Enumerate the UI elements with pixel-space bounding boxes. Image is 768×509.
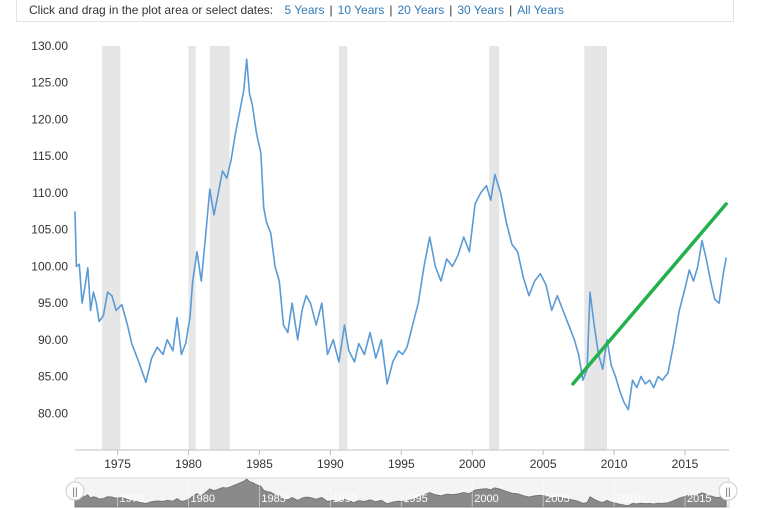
y-tick-label: 110.00 (32, 186, 68, 200)
range-prompt: Click and drag in the plot area or selec… (29, 3, 274, 17)
handle-knob[interactable] (65, 481, 85, 501)
navigator-right-handle[interactable]: || (718, 481, 738, 501)
y-tick-label: 100.00 (31, 259, 68, 273)
recession-band (188, 46, 196, 450)
y-tick-label: 95.00 (38, 296, 68, 310)
navigator-tick-label: 1990 (332, 493, 356, 505)
range-separator: | (449, 3, 453, 17)
y-tick-label: 115.00 (32, 149, 68, 163)
navigator-left-handle[interactable]: || (65, 481, 85, 501)
x-tick-label: 1985 (246, 457, 273, 471)
y-tick-label: 125.00 (31, 76, 68, 90)
recession-band (489, 46, 500, 450)
navigator-tick-label: 1975 (120, 493, 144, 505)
x-tick-label: 2015 (672, 457, 699, 471)
y-tick-label: 130.00 (31, 39, 68, 53)
trendline-layer (571, 202, 728, 386)
recession-bands (101, 46, 607, 450)
series-layer[interactable] (74, 58, 727, 411)
range-10-years-link[interactable]: 10 Years (337, 3, 385, 17)
x-axis: 1975 1980 1985 1990 1995 2000 2005 2010 2015 (75, 449, 729, 471)
navigator-tick-label: 2005 (545, 493, 569, 505)
recession-band (338, 46, 348, 450)
range-separator: | (389, 3, 393, 17)
x-tick-label: 1995 (388, 457, 415, 471)
navigator[interactable]: 1975 1980 1985 1990 1995 2000 2005 2010 2015 || || (65, 477, 738, 508)
range-selector-bar: Click and drag in the plot area or selec… (16, 0, 734, 22)
navigator-tick-label: 2010 (616, 493, 640, 505)
y-axis: 130.00 125.00 120.00 115.00 110.00 105.00 100.… (31, 39, 68, 420)
navigator-tick-label: 1985 (261, 493, 285, 505)
x-tick-label: 1980 (175, 457, 202, 471)
x-tick-label: 2010 (601, 457, 628, 471)
navigator-tick-label: 2000 (474, 493, 498, 505)
y-tick-label: 80.00 (38, 406, 68, 420)
range-separator: | (509, 3, 513, 17)
grip-icon: || (725, 487, 730, 498)
x-tick-label: 1990 (317, 457, 344, 471)
range-separator: | (329, 3, 333, 17)
y-tick-label: 90.00 (38, 333, 68, 347)
navigator-tick-label: 2015 (687, 493, 711, 505)
navigator-area (74, 478, 727, 508)
recession-band (584, 46, 607, 450)
y-tick-label: 120.00 (31, 112, 68, 126)
recession-band (101, 46, 121, 450)
handle-knob[interactable] (718, 481, 738, 501)
range-30-years-link[interactable]: 30 Years (457, 3, 505, 17)
x-tick-label: 1975 (104, 457, 131, 471)
x-tick-label: 2005 (530, 457, 557, 471)
grip-icon: || (72, 487, 77, 498)
range-5-years-link[interactable]: 5 Years (284, 3, 325, 17)
x-tick-label: 2000 (459, 457, 486, 471)
y-tick-label: 105.00 (31, 223, 68, 237)
range-20-years-link[interactable]: 20 Years (397, 3, 445, 17)
series-line[interactable] (74, 58, 727, 411)
recession-band (209, 46, 230, 450)
range-all-years-link[interactable]: All Years (517, 3, 564, 17)
navigator-tick-label: 1995 (403, 493, 427, 505)
trend-line (571, 202, 728, 386)
navigator-tick-label: 1980 (190, 493, 214, 505)
y-tick-label: 85.00 (38, 370, 68, 384)
